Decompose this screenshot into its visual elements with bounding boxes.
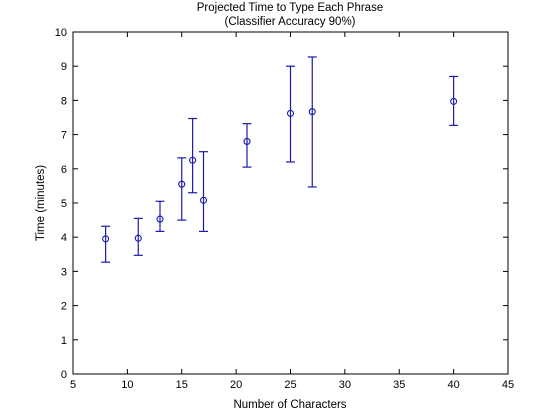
data-point-marker <box>189 156 197 164</box>
data-point-marker <box>102 235 110 243</box>
y-axis-label: Time (minutes) <box>35 165 47 241</box>
x-tick-label: 10 <box>121 379 133 391</box>
data-point-group <box>199 151 208 232</box>
y-tick-label: 0 <box>61 369 67 381</box>
data-point-marker <box>243 137 251 145</box>
y-tick-label: 9 <box>61 61 67 73</box>
data-point-group <box>307 56 317 188</box>
x-tick-label: 25 <box>284 379 296 391</box>
y-tick-label: 2 <box>61 301 67 313</box>
chart-title-line2: (Classifier Accuracy 90%) <box>224 16 355 28</box>
y-tick-label: 4 <box>61 232 67 244</box>
data-point-marker <box>450 97 458 105</box>
y-tick-label: 7 <box>61 130 67 142</box>
data-point-marker <box>286 109 295 117</box>
data-point-marker <box>199 196 208 204</box>
data-point-group <box>449 75 459 126</box>
x-tick-label: 20 <box>230 379 242 391</box>
x-tick-label: 35 <box>393 379 405 391</box>
data-point-group <box>188 117 198 194</box>
chart-title-line1: Projected Time to Type Each Phrase <box>197 2 383 14</box>
y-tick-label: 5 <box>61 198 67 210</box>
data-point-marker <box>178 180 186 188</box>
data-point-group <box>242 123 252 168</box>
data-point-marker <box>156 215 164 223</box>
y-tick-label: 10 <box>55 27 67 39</box>
x-tick-label: 40 <box>448 379 460 391</box>
y-tick-label: 1 <box>61 335 67 347</box>
x-axis-label: Number of Characters <box>233 399 346 411</box>
x-tick-label: 15 <box>176 379 188 391</box>
data-point-group <box>133 217 143 256</box>
x-tick-label: 30 <box>339 379 351 391</box>
y-tick-label: 3 <box>61 266 67 278</box>
data-points <box>101 56 459 263</box>
x-tick-label: 5 <box>70 379 76 391</box>
data-point-group <box>101 225 111 263</box>
y-tick-label: 6 <box>61 164 67 176</box>
data-point-group <box>155 200 165 232</box>
data-point-group <box>286 65 295 163</box>
data-point-group <box>177 157 187 221</box>
x-tick-label: 45 <box>502 379 514 391</box>
y-tick-label: 8 <box>61 95 67 107</box>
data-point-marker <box>134 234 142 242</box>
data-point-marker <box>308 108 316 116</box>
